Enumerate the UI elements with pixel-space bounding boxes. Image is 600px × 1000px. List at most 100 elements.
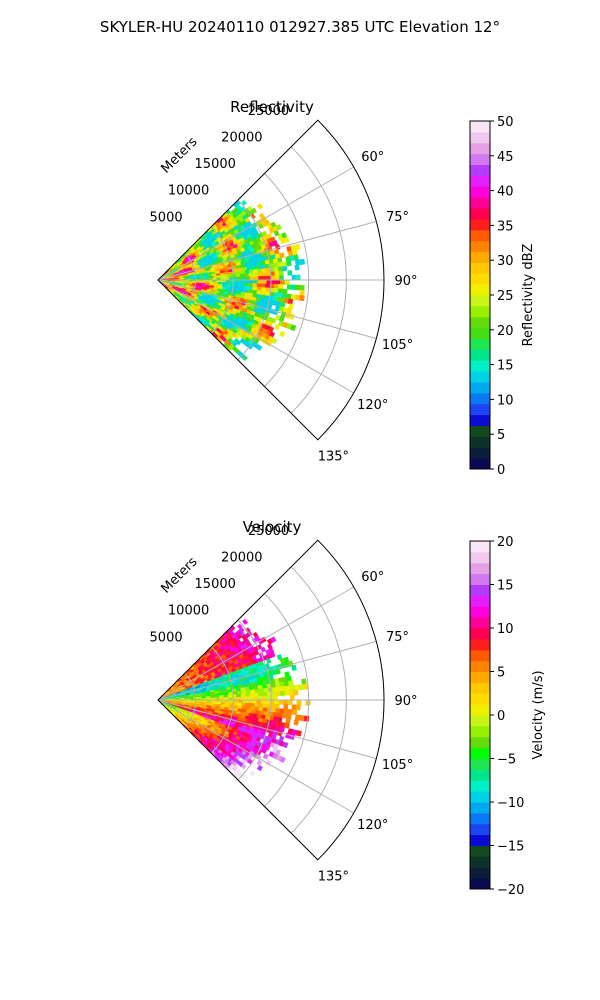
data-cell [262,703,268,708]
data-cell [248,283,253,287]
data-cell [281,713,288,719]
data-cell [283,699,289,705]
velocity-panel: Velocity 60° 75° 90° 105° 120° 135° 5000 10000 1… [150,518,546,898]
data-cell [261,279,267,285]
colorbar-segment [470,327,490,339]
data-cell [284,671,290,678]
data-cell [273,288,279,294]
data-cell [278,288,284,294]
colorbar-segment [470,262,490,274]
data-cell [281,261,288,267]
data-cell [245,689,251,694]
colorbar-segment [470,867,490,879]
colorbar-segment [470,425,490,437]
data-cell [243,282,249,287]
colorbar-segment [470,769,490,781]
data-cell [256,344,263,351]
colorbar-tick-label: 20 [497,535,514,550]
azimuth-tick-label: 135° [318,869,349,884]
colorbar-segment [470,382,490,394]
data-cell [255,265,261,270]
range-tick-label: 5000 [150,630,183,645]
data-cell [291,664,297,671]
colorbar-segment [470,584,490,596]
data-cell [240,693,246,698]
colorbar-segment [470,186,490,198]
colorbar-segment [470,747,490,759]
colorbar-segment [470,682,490,694]
azimuth-tick-label: 90° [394,274,417,289]
colorbar-segment [470,660,490,672]
data-cell [282,288,288,295]
colorbar-segment [470,725,490,738]
data-cell [256,696,262,701]
colorbar-segment [470,458,490,470]
data-cell [239,627,245,633]
colorbar-segment [470,392,490,405]
colorbar-segment [470,447,490,459]
range-tick-label: 15000 [195,157,236,172]
colorbar-segment [470,273,490,285]
data-cell [275,279,281,285]
azimuth-spoke [157,221,377,281]
data-cell [284,722,290,729]
azimuth-tick-label: 90° [394,694,417,709]
data-cell [271,337,278,345]
data-cell [242,355,248,362]
data-cell [257,684,263,690]
colorbar-segment [470,403,490,416]
data-cell [256,699,262,704]
data-cell [248,279,254,284]
colorbar-tick-label: 35 [497,219,514,234]
velocity-grid [157,539,385,861]
data-cell [285,685,291,692]
data-cell [292,709,298,716]
data-cell [258,692,264,697]
data-cell [291,274,297,281]
colorbar-segment [470,823,490,836]
data-cell [282,265,288,272]
data-cell [288,690,295,696]
data-cell [281,686,287,692]
azimuth-tick-label: 60° [361,150,384,165]
reflectivity-colorbar-label: Reflectivity dBZ [521,244,536,347]
colorbar-segment [470,845,490,857]
colorbar-segment [470,704,490,716]
data-cell [222,274,228,278]
data-cell [263,687,269,693]
data-cell [294,684,300,691]
data-cell [305,699,311,706]
data-cell [257,279,263,284]
colorbar-segment [470,693,490,705]
colorbar-tick-label: −10 [497,796,524,811]
data-cell [275,691,281,696]
colorbar-tick-label: −5 [497,753,516,768]
data-cell [273,695,278,701]
data-cell [288,680,294,687]
data-cell [250,689,256,694]
data-cell [252,696,258,701]
data-cell [247,343,254,350]
data-cell [287,298,294,305]
data-cell [249,770,256,777]
colorbar-tick-label: 45 [497,150,514,165]
data-cell [279,252,285,259]
data-cell [253,692,259,697]
velocity-colorbar-label: Velocity (m/s) [531,670,546,759]
colorbar-tick-label: −20 [497,883,524,898]
data-cell [286,284,292,290]
data-cell [279,681,285,688]
data-cell [257,272,263,277]
colorbar-segment [470,628,490,640]
data-cell [270,703,276,709]
data-cell [248,696,254,701]
data-cell [291,704,297,711]
data-cell [260,636,267,643]
data-cell [227,694,233,698]
data-cell [289,685,296,691]
data-cell [299,295,305,302]
data-cell [256,759,263,766]
data-cell [259,688,265,693]
colorbar-segment [470,295,490,307]
range-tick-label: 15000 [195,577,236,592]
